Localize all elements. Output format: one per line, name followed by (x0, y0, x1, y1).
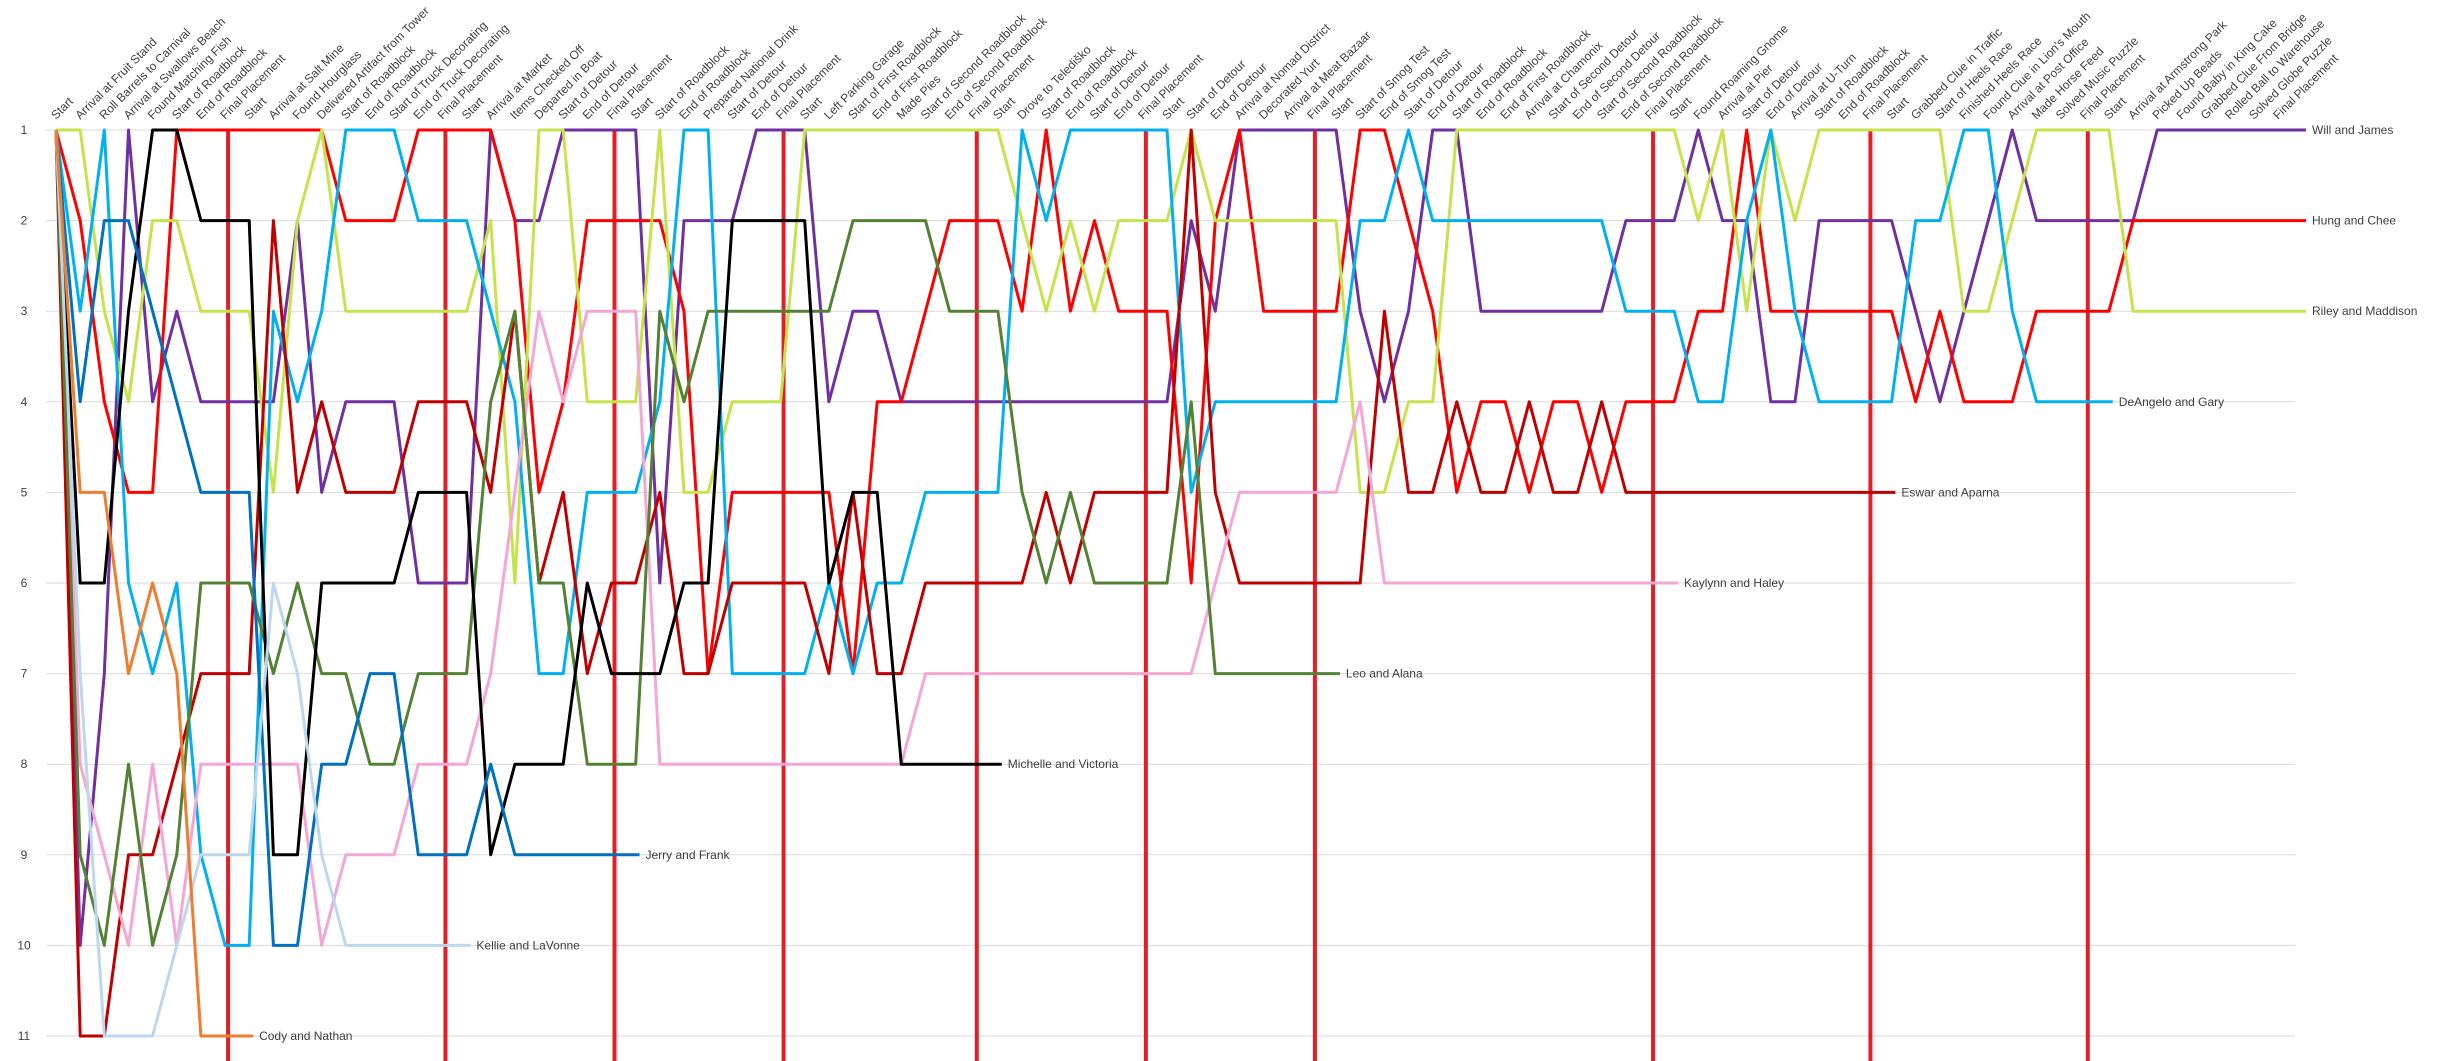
y-tick-label: 1 (21, 123, 28, 137)
y-tick-label: 5 (21, 485, 28, 499)
series-line (56, 128, 2278, 585)
leg-dividers (226, 130, 2090, 1061)
y-tick-label: 11 (18, 1029, 31, 1043)
series-line (54, 129, 226, 1038)
series-line (54, 128, 1868, 1038)
series-line (54, 128, 974, 857)
series-line (54, 128, 2278, 676)
series-label: Kaylynn and Haley (1684, 576, 1784, 590)
y-tick-label: 6 (21, 576, 28, 590)
series-label: Jerry and Frank (646, 848, 731, 862)
series-line (54, 129, 443, 1038)
series-label: Eswar and Aparna (1901, 485, 1999, 499)
y-tick-label: 2 (21, 214, 28, 228)
y-tick-label: 9 (21, 848, 28, 862)
y-tick-label: 4 (21, 395, 28, 409)
series-line (54, 129, 1650, 947)
series-label: Leo and Alana (1346, 667, 1423, 681)
series-label: Hung and Chee (2312, 214, 2396, 228)
y-tick-label: 3 (21, 304, 28, 318)
y-tick-label: 8 (21, 757, 28, 771)
series-line (54, 128, 2085, 947)
series-label: Kellie and LaVonne (476, 938, 580, 952)
series-line (54, 129, 612, 947)
y-tick-label: 10 (17, 938, 31, 952)
y-tick-label: 7 (21, 667, 28, 681)
series-label: Michelle and Victoria (1008, 757, 1119, 771)
series-label: DeAngelo and Gary (2119, 395, 2224, 409)
series-label: Cody and Nathan (259, 1029, 352, 1043)
series-label: Riley and Maddison (2312, 304, 2417, 318)
series-lines (54, 128, 2306, 1038)
series-label: Will and James (2312, 123, 2393, 137)
